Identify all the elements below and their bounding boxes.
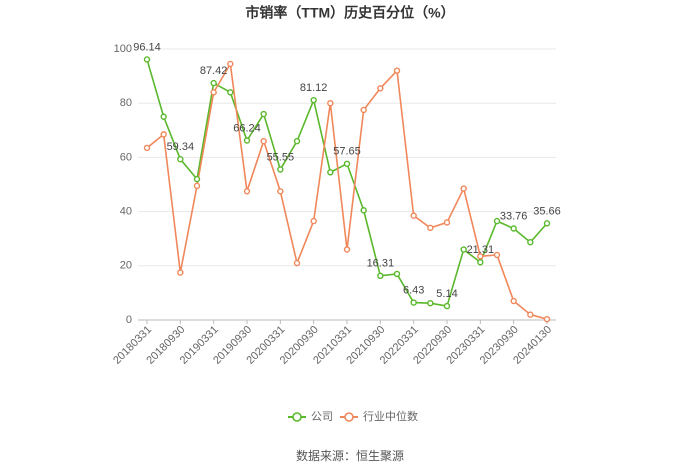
source: 数据来源：恒生聚源 xyxy=(296,448,404,463)
point xyxy=(243,137,251,144)
y-tick-label: 20 xyxy=(120,260,132,272)
data-label: 57.65 xyxy=(333,146,361,158)
point xyxy=(410,299,417,306)
point xyxy=(243,188,251,195)
point xyxy=(293,259,301,267)
data-label: 55.55 xyxy=(267,151,295,163)
point xyxy=(443,302,451,310)
point xyxy=(360,106,367,114)
point xyxy=(510,297,517,305)
data-label: 96.14 xyxy=(133,41,161,53)
data-label: 87.42 xyxy=(200,65,228,77)
legend-label: 公司 xyxy=(311,411,333,423)
point xyxy=(227,60,234,68)
point xyxy=(327,169,334,176)
y-tick-label: 80 xyxy=(120,97,132,109)
point xyxy=(210,89,217,96)
point xyxy=(277,188,284,195)
legend-label: 行业中位数 xyxy=(363,409,418,423)
point xyxy=(193,175,201,183)
point xyxy=(510,225,517,232)
point xyxy=(377,272,384,279)
legend-marker xyxy=(292,412,302,422)
point xyxy=(227,89,234,96)
y-tick-label: 100 xyxy=(114,43,132,55)
series-line xyxy=(146,59,548,307)
point xyxy=(410,212,417,219)
point xyxy=(143,56,151,63)
data-label: 6.43 xyxy=(403,284,424,296)
point xyxy=(393,270,401,278)
data-label: 35.66 xyxy=(533,205,561,217)
legend-marker xyxy=(344,412,354,422)
point xyxy=(260,110,267,118)
data-label: 16.31 xyxy=(367,258,395,270)
point xyxy=(193,182,201,190)
point xyxy=(177,155,184,163)
series-line xyxy=(146,61,548,320)
point xyxy=(343,160,351,167)
data-label: 66.24 xyxy=(233,122,261,134)
point xyxy=(293,137,301,145)
point xyxy=(527,239,534,246)
point xyxy=(360,207,367,214)
point xyxy=(177,269,184,276)
point xyxy=(477,253,484,260)
point xyxy=(143,144,151,152)
point xyxy=(310,217,317,225)
point xyxy=(327,99,334,107)
point xyxy=(343,246,351,253)
point xyxy=(427,224,434,232)
y-tick-label: 0 xyxy=(126,314,132,326)
point xyxy=(493,217,501,225)
point xyxy=(277,166,284,173)
point xyxy=(160,131,167,138)
point xyxy=(160,113,167,120)
point xyxy=(543,315,551,323)
point xyxy=(460,246,467,253)
point xyxy=(260,137,267,145)
y-tick-label: 40 xyxy=(120,206,132,218)
point xyxy=(443,219,451,226)
point xyxy=(427,299,434,307)
point xyxy=(460,185,467,192)
point xyxy=(210,79,217,87)
point xyxy=(543,220,551,227)
chart-title: 市销率（TTM）历史百分位（%） xyxy=(245,5,454,21)
point xyxy=(477,259,484,266)
y-tick-label: 60 xyxy=(120,151,132,163)
data-label: 33.76 xyxy=(500,210,528,222)
data-label: 5.14 xyxy=(436,288,457,300)
point xyxy=(527,311,534,318)
point xyxy=(393,67,401,74)
point xyxy=(310,96,317,104)
data-label: 81.12 xyxy=(300,82,328,94)
data-label: 21.31 xyxy=(467,244,495,256)
point xyxy=(493,251,501,259)
data-label: 59.34 xyxy=(167,141,195,153)
point xyxy=(377,85,384,92)
